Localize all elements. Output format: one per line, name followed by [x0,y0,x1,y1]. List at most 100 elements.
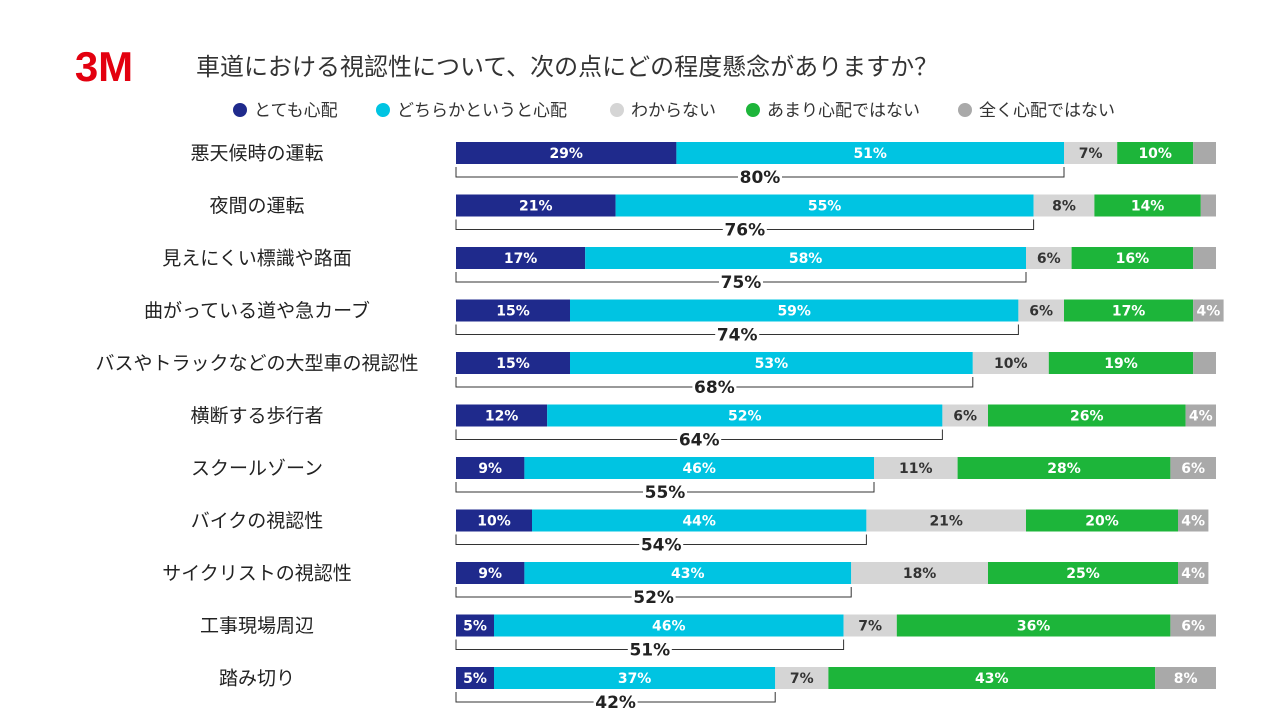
bar-segment [1170,614,1216,637]
value-label: 20% [1085,514,1119,530]
bar-segment [1071,247,1194,269]
category-label: 曲がっている道や急カーブ [144,299,370,322]
total-label: 55% [645,483,686,503]
value-label: 6% [953,409,977,425]
total-label: 76% [724,221,765,241]
total-label-bg [643,483,687,501]
bar-segment [851,562,988,584]
total-label: 80% [740,168,781,188]
bar-segment [456,562,525,584]
value-label: 15% [496,304,530,320]
bar-segment [456,299,570,322]
bar-segment [456,142,677,164]
legend-swatch [958,103,972,117]
value-label: 5% [463,671,487,687]
bar-segment [456,614,494,637]
value-label: 43% [975,671,1009,687]
bar-segment [456,247,586,269]
legend-label: どちらかというと心配 [397,101,567,121]
bar-segment [456,667,494,689]
bar-segment [1193,142,1216,164]
total-label-bg [715,325,760,344]
chart-title: 車道における視認性について、次の点にどの程度懸念がありますか？ [196,53,938,81]
bar-segment [1200,194,1216,217]
bar-segment [1170,457,1216,479]
category-label: 夜間の運転 [209,195,304,217]
bar-segment [1193,247,1216,269]
bar-segment [1193,299,1224,322]
value-label: 21% [519,199,553,215]
bar-segment [456,509,532,532]
bar-segment [775,667,829,689]
bar-segment [570,299,1019,322]
value-label: 43% [671,566,705,582]
bar-segment [532,509,867,532]
value-label: 37% [618,671,652,687]
value-label: 10% [477,514,511,530]
bar-segment [1048,352,1194,374]
total-label-bg [631,588,676,606]
total-label: 42% [595,693,636,713]
value-label: 21% [929,514,963,530]
bar-segment [1185,404,1216,427]
bar-segment [1026,247,1072,269]
value-label: 46% [682,461,716,477]
total-label: 54% [641,536,682,556]
value-label: 4% [1197,304,1221,320]
value-label: 4% [1181,566,1205,582]
value-label: 36% [1017,619,1051,635]
bar-segment [988,562,1178,584]
value-label: 7% [790,671,814,687]
value-label: 11% [899,461,933,477]
logo: 3M [75,43,133,90]
category-label: サイクリストの視認性 [162,563,352,585]
total-label: 68% [694,378,735,398]
bar-segment [874,457,958,479]
value-label: 4% [1189,409,1213,425]
bar-segment [1033,194,1095,217]
bar-segment [988,404,1186,427]
bar-segment [547,404,943,427]
total-label-bg [722,220,767,239]
value-label: 9% [478,566,502,582]
legend-swatch [610,103,624,117]
value-label: 44% [682,514,716,530]
total-label-bg [677,430,722,449]
bar-segment [1178,509,1209,532]
bar-segment [524,562,852,584]
total-label-bg [593,693,638,711]
value-label: 51% [853,146,887,162]
value-label: 53% [755,356,789,372]
bar-segment [1117,142,1194,164]
legend-label: とても心配 [254,101,338,121]
bar-segment [1026,509,1178,532]
value-label: 16% [1116,251,1150,267]
value-label: 10% [1138,146,1172,162]
bar-segment [494,614,844,637]
value-label: 17% [504,251,538,267]
value-label: 4% [1181,514,1205,530]
bar-segment [456,457,525,479]
bar-segment [957,457,1171,479]
category-label: 踏み切り [219,668,295,690]
value-label: 12% [485,409,519,425]
category-label: 悪天候時の運転 [190,143,323,165]
value-label: 28% [1047,461,1081,477]
bar-segment [524,457,874,479]
value-label: 5% [463,619,487,635]
total-label: 75% [721,273,762,293]
value-label: 15% [496,356,530,372]
bar-segment [1193,352,1216,374]
value-label: 17% [1112,304,1146,320]
value-label: 6% [1181,461,1205,477]
total-label: 74% [717,326,758,346]
bar-segment [942,404,988,427]
total-label-bg [627,640,672,659]
value-label: 10% [994,356,1028,372]
value-label: 26% [1070,409,1104,425]
bar-segment [972,352,1049,374]
bar-segment [1064,142,1118,164]
bar-segment [896,614,1171,637]
value-label: 55% [808,199,842,215]
